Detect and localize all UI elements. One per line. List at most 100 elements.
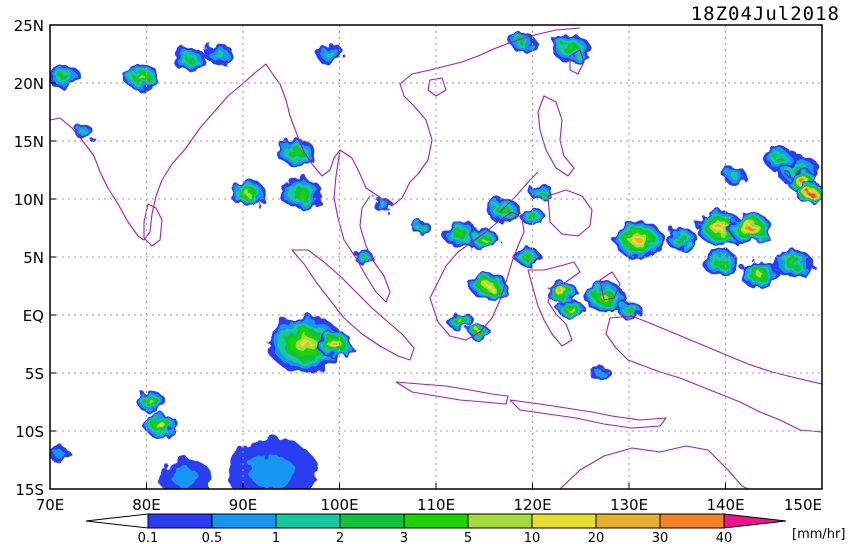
rain-contour <box>171 467 199 487</box>
rain-cell <box>762 147 795 170</box>
rain-contour <box>717 260 725 266</box>
rain-cell <box>373 197 393 212</box>
rain-cell <box>144 413 178 438</box>
colorbar-low-arrow <box>85 513 149 529</box>
rain-contour <box>567 45 575 51</box>
colorbar-tick-label: 10 <box>524 531 541 544</box>
rain-contour <box>300 340 312 348</box>
rain-layer <box>50 32 822 489</box>
coast-hainan <box>427 77 447 97</box>
rain-contour <box>569 307 574 312</box>
colorbar-tick-label: 5 <box>464 531 472 544</box>
colorbar-tick-label: 0.1 <box>138 531 159 544</box>
rain-contour <box>717 225 724 231</box>
rain-contour <box>519 40 527 45</box>
rain-cell <box>723 167 748 185</box>
rain-contour <box>594 369 606 377</box>
coast-borneo <box>429 211 525 341</box>
lat-label: 5N <box>23 249 44 267</box>
colorbar-tick-label: 2 <box>336 531 344 544</box>
rain-contour <box>379 202 387 208</box>
colorbar-tick-label: 1 <box>272 531 280 544</box>
rain-contour <box>539 191 546 196</box>
lat-label: 10S <box>15 423 44 441</box>
lon-label: 100E <box>320 496 358 514</box>
rain-cell <box>226 438 318 489</box>
colorbar-box <box>403 513 469 529</box>
rain-contour <box>800 179 805 184</box>
rain-cell <box>276 138 316 167</box>
rain-cell <box>411 221 432 235</box>
lat-label: 10N <box>14 191 44 209</box>
coast-india <box>50 63 281 241</box>
coast-java <box>395 381 509 405</box>
rain-contour <box>292 149 300 156</box>
rain-contour <box>244 191 251 196</box>
rain-cell <box>616 300 642 318</box>
coast-malay-peninsula <box>333 149 391 303</box>
rain-cell <box>136 391 166 413</box>
rain-contour <box>60 74 69 81</box>
rain-cell <box>74 124 94 139</box>
lat-label: 25N <box>14 17 44 35</box>
rain-cell <box>50 446 71 463</box>
lon-labels: 70E 80E 90E 100E 110E 120E 130E 140E 150… <box>36 496 822 514</box>
rain-cell <box>446 311 474 331</box>
rain-cell <box>509 32 537 52</box>
colorbar-box <box>211 513 277 529</box>
rain-cell <box>123 64 160 91</box>
lat-label: 15S <box>15 481 44 499</box>
rain-contour <box>158 423 164 428</box>
rain-cell <box>514 247 541 267</box>
lon-label: 70E <box>36 496 65 514</box>
rain-contour <box>185 56 195 63</box>
rain-contour <box>808 191 813 196</box>
coast-myanmar <box>279 27 581 207</box>
rain-cell <box>613 221 664 258</box>
rain-contour <box>457 318 463 323</box>
rain-cell <box>739 260 779 289</box>
rain-cell <box>469 229 499 251</box>
lat-label: 20N <box>14 75 44 93</box>
coast-new-guinea <box>605 315 822 433</box>
lat-labels: 25N 20N 15N 10N 5N EQ 5S 10S 15S <box>14 17 44 499</box>
colorbar: 0.1 0.5 1 2 3 5 10 20 30 40 [mm/hr] <box>85 513 845 544</box>
rain-contour <box>626 307 632 312</box>
lon-label: 90E <box>229 496 258 514</box>
colorbar-box <box>531 513 597 529</box>
rain-contour <box>148 400 154 404</box>
rain-cell <box>204 43 234 65</box>
coast-philippines-palawan <box>499 171 539 213</box>
rain-contour <box>481 237 487 242</box>
rain-contour <box>530 214 535 219</box>
lat-label: 5S <box>25 365 44 383</box>
rain-contour <box>731 172 740 179</box>
rain-contour <box>789 260 797 266</box>
rain-cell <box>795 182 822 204</box>
lon-label: 150E <box>784 496 822 514</box>
lon-label: 80E <box>132 496 161 514</box>
rain-contour <box>525 255 531 259</box>
rain-cell <box>727 212 772 244</box>
rain-contour <box>756 272 763 277</box>
rain-cell <box>279 177 323 209</box>
rain-contour <box>747 226 753 230</box>
colorbar-box <box>275 513 341 529</box>
coast-philippines-mindanao <box>547 189 593 237</box>
rain-cell <box>666 228 698 251</box>
lat-label: 15N <box>14 133 44 151</box>
axis-ticks <box>50 82 726 489</box>
colorbar-box <box>595 513 661 529</box>
lon-label: 140E <box>706 496 744 514</box>
rain-cell <box>486 198 521 223</box>
coast-philippines-luzon <box>537 95 575 177</box>
rain-contour <box>80 129 87 135</box>
timestamp-label: 18Z04Jul2018 <box>691 3 840 25</box>
lon-label: 120E <box>513 496 551 514</box>
rain-contour <box>138 75 145 80</box>
rain-cell <box>589 365 611 381</box>
rain-cell <box>229 180 266 207</box>
rain-contour <box>214 50 224 58</box>
rain-contour <box>635 237 642 242</box>
